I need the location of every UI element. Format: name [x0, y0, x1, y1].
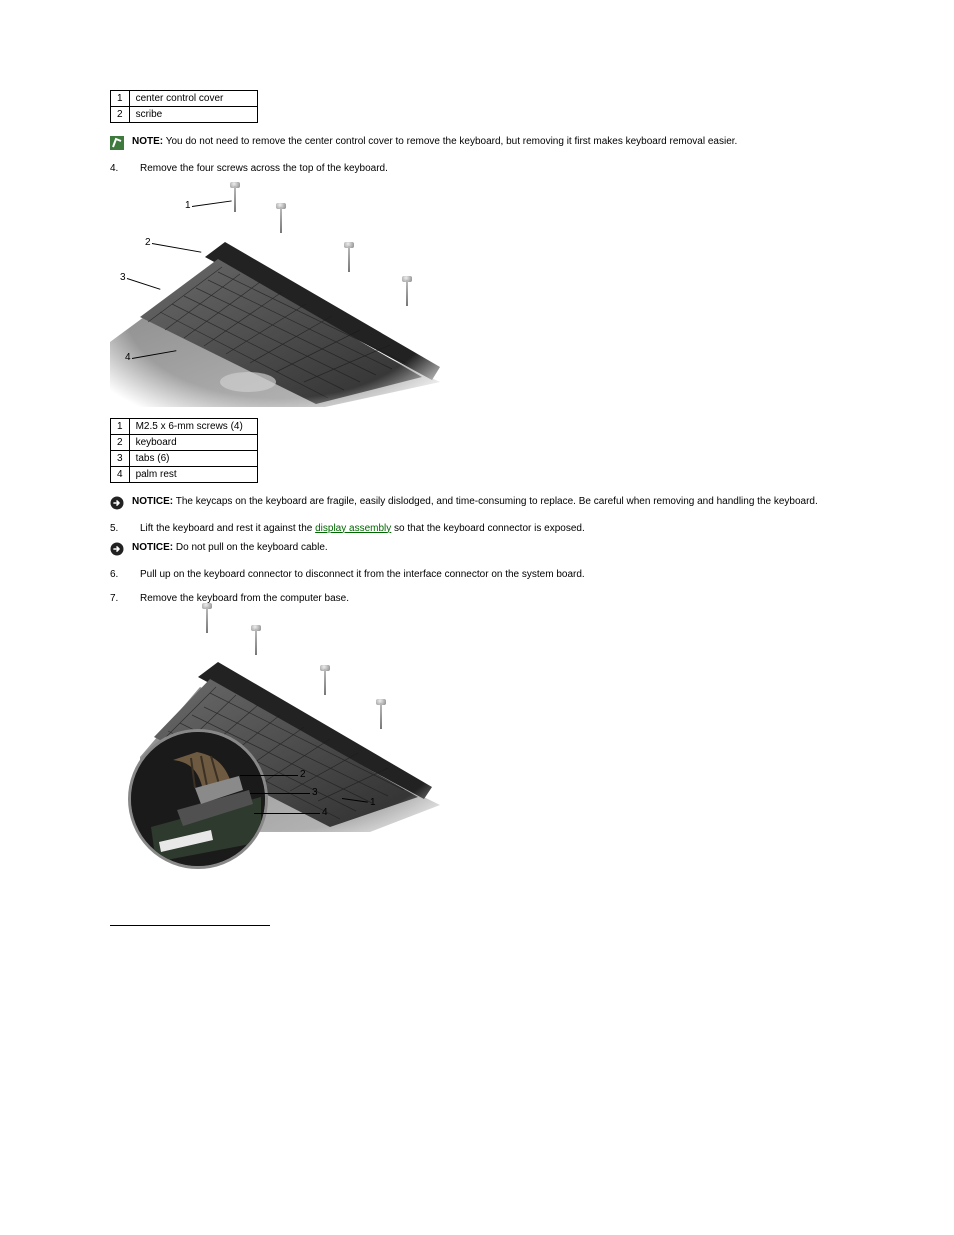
screw-pin-icon	[280, 207, 282, 233]
cell-num: 3	[111, 450, 130, 466]
callout-2: 2	[145, 237, 151, 248]
callout-1: 1	[185, 200, 191, 211]
notice-fragile: NOTICE: The keycaps on the keyboard are …	[110, 495, 844, 510]
callout-1: 1	[370, 797, 376, 808]
screw-pin-icon	[206, 607, 208, 633]
cell-label: scribe	[129, 107, 257, 123]
table-row: 2 keyboard	[111, 434, 258, 450]
notice-icon	[110, 542, 124, 556]
cell-num: 1	[111, 91, 130, 107]
cell-num: 4	[111, 466, 130, 482]
step-text: Lift the keyboard and rest it against th…	[140, 522, 844, 536]
callout-line	[254, 813, 320, 814]
screw-pin-icon	[406, 280, 408, 306]
table-row: 4 palm rest	[111, 466, 258, 482]
screw-pin-icon	[234, 186, 236, 212]
callout-table-a: 1 center control cover 2 scribe	[110, 90, 258, 123]
step-text: Pull up on the keyboard connector to dis…	[140, 568, 844, 582]
table-row: 1 center control cover	[111, 91, 258, 107]
footer-rule	[110, 925, 270, 928]
step-number: 4.	[110, 162, 140, 176]
connector-zoom	[128, 729, 268, 869]
callout-2: 2	[300, 769, 306, 780]
notice-text: NOTICE: The keycaps on the keyboard are …	[132, 495, 818, 509]
callout-3: 3	[312, 787, 318, 798]
screw-pin-icon	[348, 246, 350, 272]
notice-icon	[110, 496, 124, 510]
cell-label: center control cover	[129, 91, 257, 107]
step-number: 7.	[110, 592, 140, 606]
cell-label: M2.5 x 6-mm screws (4)	[129, 418, 257, 434]
callout-line	[240, 775, 298, 776]
display-assembly-link[interactable]: display assembly	[315, 523, 391, 534]
screw-pin-icon	[255, 629, 257, 655]
cell-num: 2	[111, 434, 130, 450]
step-text: Remove the keyboard from the computer ba…	[140, 592, 844, 606]
table-row: 3 tabs (6)	[111, 450, 258, 466]
callout-line	[250, 793, 310, 794]
table-row: 1 M2.5 x 6-mm screws (4)	[111, 418, 258, 434]
note-text: NOTE: You do not need to remove the cent…	[132, 135, 737, 149]
step-4: 4. Remove the four screws across the top…	[110, 162, 844, 176]
figure-keyboard-connector: 1 2 3 4	[110, 611, 450, 871]
note-icon	[110, 136, 124, 150]
step-5: 5. Lift the keyboard and rest it against…	[110, 522, 844, 536]
step-6: 6. Pull up on the keyboard connector to …	[110, 568, 844, 582]
table-row: 2 scribe	[111, 107, 258, 123]
step-7: 7. Remove the keyboard from the computer…	[110, 592, 844, 606]
cell-num: 1	[111, 418, 130, 434]
step-number: 6.	[110, 568, 140, 582]
cell-label: keyboard	[129, 434, 257, 450]
notice-text: NOTICE: Do not pull on the keyboard cabl…	[132, 541, 328, 555]
notice-cable: NOTICE: Do not pull on the keyboard cabl…	[110, 541, 844, 556]
figure-keyboard-screws: 1 2 3 4	[110, 182, 450, 402]
callout-4: 4	[125, 352, 131, 363]
step-text: Remove the four screws across the top of…	[140, 162, 844, 176]
cell-label: palm rest	[129, 466, 257, 482]
screw-pin-icon	[380, 703, 382, 729]
cell-label: tabs (6)	[129, 450, 257, 466]
screw-pin-icon	[324, 669, 326, 695]
callout-4: 4	[322, 807, 328, 818]
callout-table-b: 1 M2.5 x 6-mm screws (4) 2 keyboard 3 ta…	[110, 418, 258, 483]
cell-num: 2	[111, 107, 130, 123]
note: NOTE: You do not need to remove the cent…	[110, 135, 844, 150]
callout-line	[192, 200, 232, 207]
step-number: 5.	[110, 522, 140, 536]
callout-3: 3	[120, 272, 126, 283]
